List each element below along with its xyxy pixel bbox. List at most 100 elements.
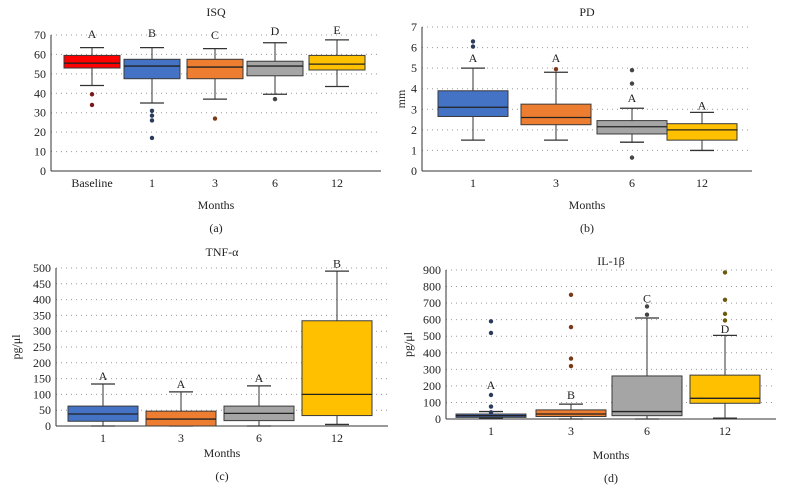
outlier-point	[149, 113, 155, 118]
box-1: B1	[123, 26, 181, 190]
y-tick-label: 4	[411, 82, 417, 96]
significance-letter: A	[88, 27, 97, 41]
y-axis-label: pg/μl	[401, 331, 415, 357]
outlier-point	[722, 311, 728, 317]
chart-panel-3: 0 100 200 300 400 500 600 700 800 900 IL-1β Months (…	[401, 254, 776, 485]
significance-letter: E	[333, 23, 340, 37]
x-tick-label: 6	[256, 431, 262, 445]
y-tick-label: 0	[45, 419, 51, 433]
y-tick-label: 1	[411, 143, 417, 157]
x-axis-label: Months	[198, 198, 235, 212]
y-tick-label: 300	[33, 324, 51, 338]
outlier-point	[272, 96, 278, 102]
outlier-point	[149, 135, 155, 141]
box-iqr	[186, 58, 244, 80]
y-tick-label: 50	[39, 403, 51, 417]
x-tick-label: 12	[331, 176, 343, 190]
y-tick-label: 200	[33, 356, 51, 370]
significance-letter: A	[628, 91, 637, 105]
y-tick-label: 7	[411, 20, 417, 34]
significance-letter: A	[552, 51, 561, 65]
box-Baseline: A Baseline	[63, 27, 121, 190]
chart-panel-2: 050100150200250300350400450500TNF-αMonth…	[9, 245, 388, 483]
y-tick-label: 0	[411, 164, 417, 178]
outlier-point	[488, 410, 494, 415]
y-tick-label: 60	[34, 47, 46, 61]
significance-letter: B	[333, 256, 341, 270]
box-3: B3	[535, 292, 607, 438]
x-tick-label: 12	[331, 431, 343, 445]
significance-letter: A	[487, 378, 496, 392]
box-iqr	[666, 123, 738, 141]
outlier-point	[89, 102, 95, 108]
outlier-point	[470, 39, 476, 44]
box-12: A 12	[666, 98, 738, 190]
y-tick-label: 5	[411, 61, 417, 75]
outlier-point	[89, 92, 95, 97]
chart-title: IL-1β	[597, 254, 624, 268]
y-tick-label: 100	[33, 387, 51, 401]
y-tick-label: 500	[33, 261, 51, 275]
x-tick-label: 3	[178, 431, 184, 445]
significance-letter: B	[567, 388, 575, 402]
x-tick-label: 1	[488, 424, 494, 438]
y-tick-label: 10	[34, 145, 46, 159]
y-tick-label: 500	[423, 329, 441, 343]
y-tick-label: 300	[423, 362, 441, 376]
box-6: D6	[246, 24, 304, 190]
y-tick-label: 0	[435, 412, 441, 426]
outlier-point	[722, 318, 728, 323]
box-3: A3	[145, 377, 217, 445]
x-tick-label: 6	[629, 176, 635, 190]
significance-letter: D	[721, 322, 730, 336]
y-tick-label: 900	[423, 263, 441, 277]
significance-letter: A	[469, 51, 478, 65]
significance-letter: D	[271, 24, 280, 38]
outlier-point	[644, 304, 650, 309]
box-iqr	[520, 103, 592, 126]
outlier-point	[149, 108, 155, 113]
y-tick-label: 400	[423, 346, 441, 360]
outlier-point	[644, 312, 650, 317]
x-tick-label: 3	[568, 424, 574, 438]
box-iqr	[535, 409, 607, 418]
outlier-point	[722, 297, 728, 302]
y-tick-label: 2	[411, 123, 417, 137]
x-axis-label: Months	[593, 448, 630, 462]
y-tick-label: 20	[34, 125, 46, 139]
x-tick-label: 3	[553, 176, 559, 190]
significance-letter: A	[99, 369, 108, 383]
y-axis-label: pg/μl	[9, 334, 23, 360]
outlier-point	[488, 330, 494, 336]
box-iqr	[611, 375, 683, 417]
outlier-point	[568, 324, 574, 330]
box-6: A6	[596, 68, 668, 190]
box-1: A1	[455, 319, 527, 438]
chart-title: ISQ	[206, 5, 226, 19]
significance-letter: B	[148, 26, 156, 40]
x-tick-label: 12	[719, 424, 731, 438]
outlier-point	[629, 68, 635, 73]
box-iqr	[301, 320, 373, 417]
box-1: A1	[67, 369, 139, 445]
x-tick-label: 3	[212, 176, 218, 190]
outlier-point	[629, 81, 635, 86]
panel-caption: (a)	[209, 221, 222, 235]
y-tick-label: 600	[423, 313, 441, 327]
box-3: C3	[186, 28, 244, 190]
significance-letter: A	[255, 371, 264, 385]
y-tick-label: 150	[33, 372, 51, 386]
y-axis-label: mm	[394, 89, 408, 108]
box-iqr	[308, 54, 366, 71]
outlier-point	[488, 404, 494, 409]
outlier-point	[568, 292, 574, 298]
box-iqr	[437, 90, 509, 117]
outlier-point	[488, 319, 494, 324]
box-iqr	[63, 54, 121, 69]
x-tick-label: 6	[644, 424, 650, 438]
y-tick-label: 200	[423, 379, 441, 393]
y-tick-label: 800	[423, 280, 441, 294]
y-tick-label: 250	[33, 340, 51, 354]
outlier-point	[629, 155, 635, 160]
outlier-point	[553, 66, 559, 72]
